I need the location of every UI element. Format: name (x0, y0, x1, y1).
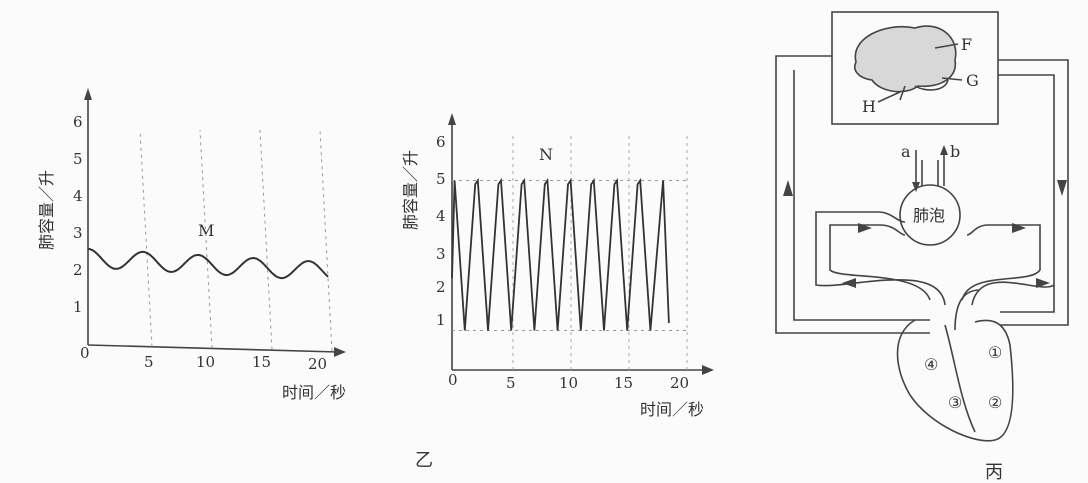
chart-n-xtick: 20 (670, 374, 689, 392)
chart-m-curve-label: M (198, 221, 214, 240)
chamber-1: ① (988, 343, 1002, 362)
chart-m-gridline (139, 129, 153, 347)
label-f: F (961, 35, 972, 54)
chart-m-xlabel: 时间／秒 (282, 383, 346, 402)
pulmonary-vein-inner (971, 281, 1055, 306)
chart-n-x-arrow (702, 365, 714, 375)
right-loop-inner (998, 74, 1055, 313)
systemic-artery-loop (775, 55, 930, 334)
chart-m: 1 2 3 4 5 6 0 5 10 15 20 肺容量／升 时间／秒 M (37, 88, 346, 402)
chart-n-y-arrow (448, 113, 456, 125)
chart-m-gridline (259, 129, 273, 350)
leader-h (877, 91, 901, 103)
flow-arrow-icon (783, 180, 793, 196)
chart-m-gridline (199, 129, 213, 349)
chamber-4: ④ (924, 355, 938, 374)
flow-arrow-icon (858, 223, 872, 233)
aorta (954, 289, 981, 331)
chart-n-ytick: 4 (436, 207, 446, 225)
label-g: G (966, 71, 979, 90)
chart-n-xtick: 5 (506, 374, 516, 392)
pulmonary-vein (961, 224, 1041, 301)
heart-septum (944, 324, 976, 433)
pulmonary-artery (829, 224, 931, 301)
brain-icon (854, 25, 957, 93)
chart-n-ytick: 1 (436, 311, 446, 329)
chart-m-xtick: 5 (144, 353, 154, 371)
chart-m-ylabel: 肺容量／升 (37, 170, 56, 250)
leader-g (941, 77, 963, 81)
chart-n-curve-label: N (539, 145, 553, 164)
chart-m-x-arrow (334, 347, 346, 357)
chart-n-line (451, 177, 670, 331)
chart-m-line (87, 247, 329, 280)
panel-caption-yi: 乙 (415, 450, 433, 471)
chart-n-ytick: 3 (436, 245, 446, 263)
pulmonary-artery-inner (815, 211, 946, 306)
chart-n-xtick: 15 (614, 374, 633, 392)
flow-arrow-icon (842, 278, 856, 288)
chart-m-y-ticks: 1 2 3 4 5 6 (73, 113, 83, 316)
circulation-diagram (775, 11, 1069, 442)
chart-m-xtick: 15 (252, 353, 271, 371)
right-loop-outer (998, 59, 1069, 326)
chart-n-ytick: 6 (436, 133, 446, 151)
chart-m-origin: 0 (80, 344, 90, 362)
label-alveolus: 肺泡 (913, 206, 945, 225)
flow-arrow-icon (1036, 278, 1050, 288)
flow-arrow-icon (1057, 180, 1067, 196)
arrow-up-icon (940, 145, 948, 155)
cerebellum-icon (914, 79, 949, 91)
chart-n-xtick: 10 (559, 374, 578, 392)
heart-outline (896, 319, 1014, 442)
chart-m-gridline (319, 129, 333, 352)
chart-m-ytick: 6 (73, 113, 83, 131)
systemic-vein-loop (793, 70, 930, 321)
chart-m-ytick: 3 (73, 224, 83, 242)
chamber-2: ② (988, 393, 1002, 412)
label-b: b (950, 142, 960, 161)
chart-n-gridlines (452, 135, 688, 370)
chart-m-xtick: 10 (196, 353, 215, 371)
arrow-down-icon (912, 182, 920, 192)
label-h: H (862, 97, 876, 116)
chart-n-ytick: 2 (436, 278, 446, 296)
chart-m-ytick: 4 (73, 187, 83, 205)
chart-m-ytick: 2 (73, 261, 83, 279)
chart-m-x-axis (87, 344, 339, 353)
chart-n-origin: 0 (448, 371, 458, 389)
chart-m-y-arrow (84, 88, 92, 100)
chart-m-ytick: 5 (73, 150, 83, 168)
chart-n-ylabel: 肺容量／升 (401, 150, 420, 230)
chart-m-ytick: 1 (73, 298, 83, 316)
brainstem-icon (899, 85, 906, 101)
panel-caption-bing: 丙 (985, 462, 1003, 483)
chamber-3: ③ (948, 393, 962, 412)
chart-n-xlabel: 时间／秒 (640, 400, 704, 419)
flow-arrow-icon (1012, 223, 1026, 233)
leader-f (934, 43, 959, 49)
chart-m-xtick: 20 (308, 355, 327, 373)
chart-n: 1 2 3 4 5 6 0 5 10 15 20 肺容量／升 时间／秒 N 乙 (401, 113, 714, 471)
trachea (921, 160, 939, 186)
label-a: a (901, 142, 911, 161)
chart-n-ytick: 5 (436, 170, 446, 188)
chart-m-gridlines (139, 129, 333, 352)
alveolus-circle (899, 184, 961, 246)
